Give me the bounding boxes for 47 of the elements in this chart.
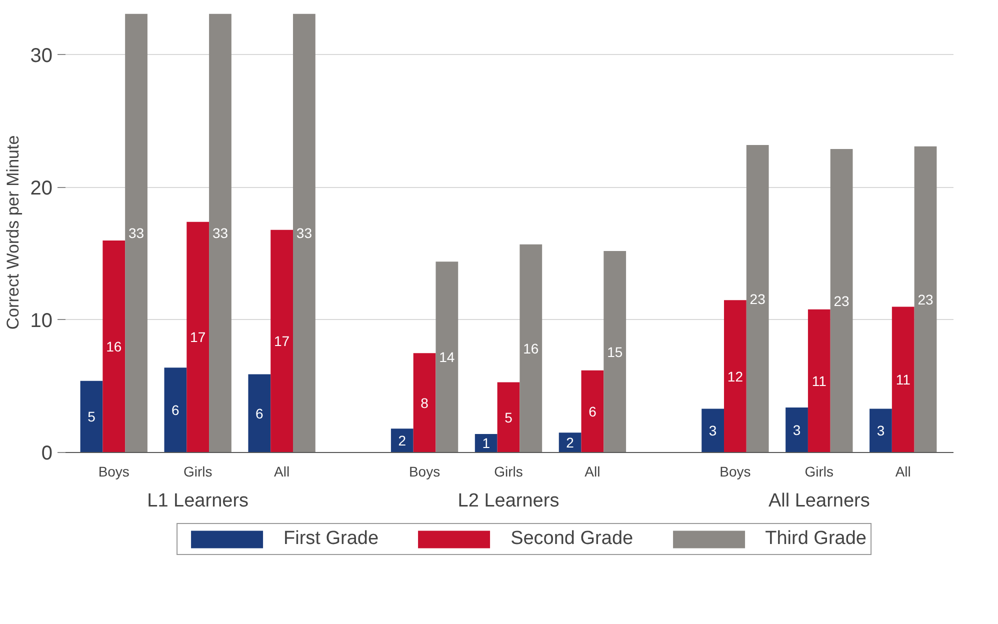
y-tick-label: 20 <box>30 177 53 200</box>
data-label: 11 <box>812 372 827 389</box>
data-label: 17 <box>274 333 290 350</box>
x-tick-label: Boys <box>98 464 130 480</box>
x-tick-label: All <box>895 464 911 480</box>
data-label: 3 <box>876 422 885 439</box>
x-tick-label: Girls <box>183 464 212 480</box>
data-label: 23 <box>834 292 850 309</box>
text: L2 Learners <box>458 490 560 512</box>
data-label: 12 <box>727 368 744 384</box>
text: L1 Learners <box>147 490 249 512</box>
data-label: 33 <box>296 225 312 242</box>
data-label: 11 <box>896 372 911 388</box>
data-label: 2 <box>566 434 574 451</box>
data-label: 33 <box>128 225 144 242</box>
data-label: 8 <box>420 394 429 411</box>
data-label: 14 <box>439 349 455 366</box>
data-label: 3 <box>708 422 717 439</box>
data-label: 1 <box>482 435 490 452</box>
text: All Learners <box>768 490 870 512</box>
x-tick-label: Girls <box>494 464 523 480</box>
legend-label: Second Grade <box>510 528 634 550</box>
data-label: 6 <box>172 402 180 418</box>
data-label: 2 <box>398 432 406 449</box>
data-label: 23 <box>750 290 766 307</box>
data-label: 23 <box>918 291 934 308</box>
y-tick-label: 10 <box>30 310 53 332</box>
legend-label: Third Grade <box>765 528 866 550</box>
x-tick-label: Boys <box>720 464 751 480</box>
data-label: 5 <box>504 409 513 426</box>
data-label: 6 <box>256 405 264 422</box>
y-tick-label: 0 <box>41 442 52 464</box>
y-axis-title: Correct Words per Minute <box>3 135 22 330</box>
data-label: 15 <box>607 344 623 360</box>
data-label: 16 <box>523 340 539 356</box>
data-label: 17 <box>190 329 206 346</box>
data-label: 16 <box>106 338 122 354</box>
x-tick-label: Girls <box>804 464 834 480</box>
x-tick-label: Boys <box>408 464 440 480</box>
data-label: 6 <box>588 403 597 420</box>
data-label: 5 <box>88 408 96 425</box>
y-tick-label: 30 <box>30 44 53 67</box>
legend-label: First Grade <box>284 528 379 550</box>
x-tick-label: All <box>274 464 290 480</box>
x-tick-label: All <box>584 464 600 480</box>
data-label: 3 <box>792 422 801 438</box>
data-label: 33 <box>212 225 228 242</box>
